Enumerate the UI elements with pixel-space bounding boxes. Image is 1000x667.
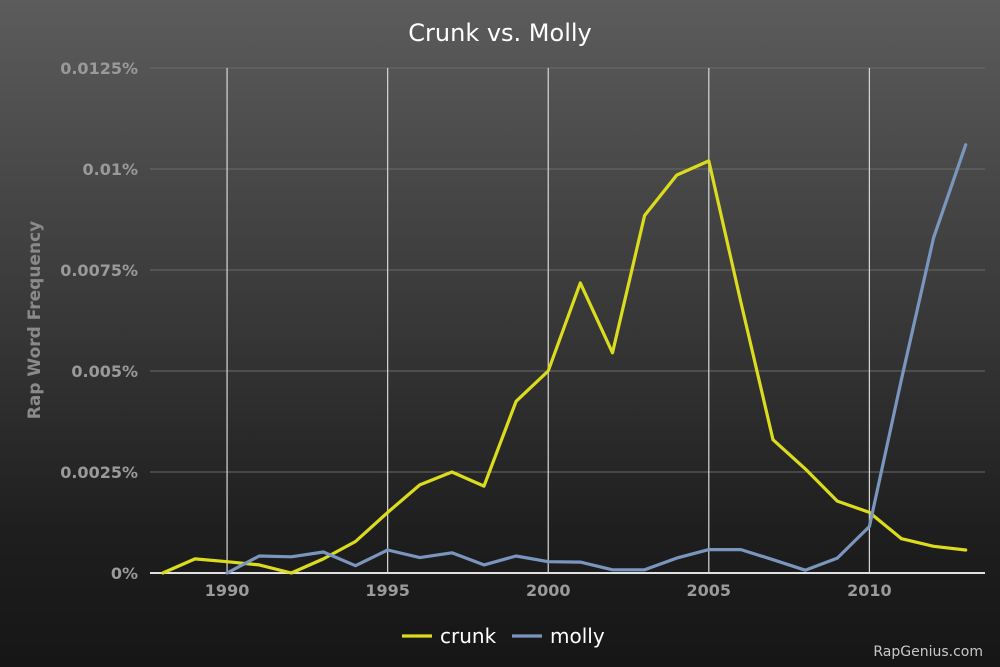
x-tick-label: 2010 — [847, 581, 892, 600]
y-tick-label: 0.0025% — [60, 463, 138, 482]
x-tick-label: 1990 — [205, 581, 250, 600]
series-line-molly — [225, 143, 968, 575]
watermark-text: RapGenius.com — [873, 644, 983, 660]
x-axis-ticks: 1990 1995 2000 2005 2010 — [205, 581, 892, 600]
y-axis-ticks: 0% 0.0025% 0.005% 0.0075% 0.01% 0.0125% — [60, 59, 138, 583]
grid-lines — [150, 67, 985, 574]
y-tick-label: 0.0075% — [60, 261, 138, 280]
x-tick-label: 2005 — [687, 581, 732, 600]
series-line-crunk — [161, 159, 968, 575]
legend: crunk molly — [402, 624, 605, 648]
y-tick-label: 0.01% — [82, 160, 138, 179]
y-tick-label: 0.005% — [71, 362, 138, 381]
x-tick-label: 2000 — [526, 581, 571, 600]
legend-label-crunk: crunk — [440, 624, 497, 648]
series-lines — [161, 143, 968, 575]
y-tick-label: 0.0125% — [60, 59, 138, 78]
legend-label-molly: molly — [550, 624, 605, 648]
y-axis-label: Rap Word Frequency — [25, 221, 45, 419]
chart-title: Crunk vs. Molly — [408, 19, 591, 47]
y-tick-label: 0% — [111, 564, 138, 583]
x-tick-label: 1995 — [365, 581, 410, 600]
